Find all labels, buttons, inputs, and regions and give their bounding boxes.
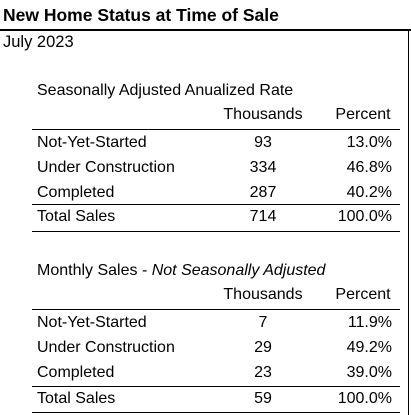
section-title-text: Seasonally Adjusted Anualized Rate — [37, 82, 294, 99]
row-percent: 11.9% — [347, 314, 392, 331]
total-percent: 100.0% — [337, 390, 392, 407]
total-rule-top — [32, 204, 400, 205]
table-row: Completed 287 40.2% — [0, 181, 411, 206]
total-percent: 100.0% — [337, 208, 392, 225]
row-percent: 13.0% — [346, 134, 392, 151]
table-row: Under Construction 334 46.8% — [0, 156, 411, 181]
header-rule — [32, 129, 400, 130]
row-label: Completed — [37, 184, 115, 201]
row-thousands: 93 — [254, 134, 272, 151]
section-title-text: Monthly Sales - — [37, 262, 152, 279]
table-right-border — [408, 29, 409, 415]
row-percent: 40.2% — [346, 184, 392, 201]
table-row: Under Construction 29 49.2% — [0, 336, 411, 361]
column-header-percent: Percent — [335, 286, 391, 303]
row-percent: 46.8% — [346, 159, 392, 176]
row-label: Completed — [37, 364, 115, 381]
row-thousands: 287 — [249, 184, 277, 201]
table-row: Completed 23 39.0% — [0, 361, 411, 386]
total-label: Total Sales — [37, 208, 116, 225]
row-thousands: 29 — [254, 339, 272, 356]
page-title: New Home Status at Time of Sale — [3, 5, 279, 25]
table-row: Not-Yet-Started 93 13.0% — [0, 131, 411, 156]
row-thousands: 7 — [258, 314, 268, 331]
row-percent: 39.0% — [346, 364, 392, 381]
total-rule-bottom — [32, 412, 400, 413]
table-row: Not-Yet-Started 7 11.9% — [0, 311, 411, 336]
total-label: Total Sales — [37, 390, 116, 407]
row-label: Under Construction — [37, 159, 175, 176]
row-thousands: 334 — [249, 159, 277, 176]
row-label: Under Construction — [37, 339, 175, 356]
title-divider — [0, 29, 411, 31]
total-row: Total Sales 714 100.0% — [0, 205, 411, 230]
section-title-italic: Not Seasonally Adjusted — [151, 262, 326, 279]
total-thousands: 59 — [254, 390, 272, 407]
total-thousands: 714 — [249, 208, 277, 225]
column-header-percent: Percent — [335, 106, 391, 123]
total-rule-top — [32, 386, 400, 387]
row-label: Not-Yet-Started — [37, 134, 147, 151]
header-rule — [32, 309, 400, 310]
column-header-thousands: Thousands — [223, 106, 303, 123]
total-row: Total Sales 59 100.0% — [0, 387, 411, 412]
row-percent: 49.2% — [346, 339, 392, 356]
section-title: Seasonally Adjusted Anualized Rate — [37, 82, 293, 100]
section-title: Monthly Sales - Not Seasonally Adjusted — [37, 262, 325, 280]
page-subtitle: July 2023 — [3, 33, 74, 51]
row-label: Not-Yet-Started — [37, 314, 147, 331]
total-rule-bottom — [32, 231, 400, 232]
row-thousands: 23 — [254, 364, 272, 381]
column-header-thousands: Thousands — [223, 286, 303, 303]
